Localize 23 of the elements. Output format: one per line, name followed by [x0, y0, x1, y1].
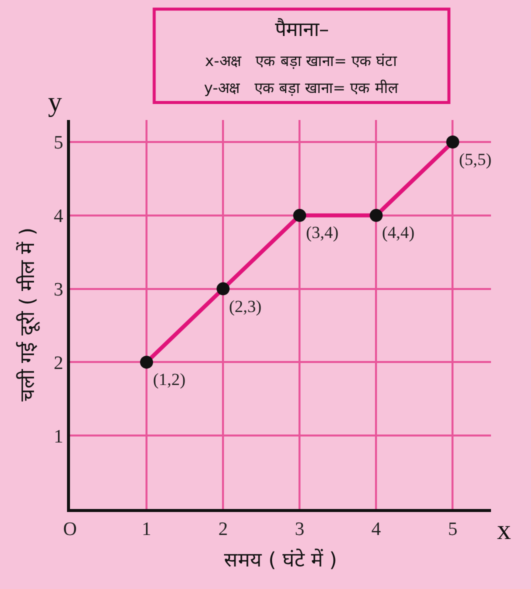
- annotation: (1,2): [153, 370, 186, 389]
- x-tick-label: 1: [142, 518, 152, 540]
- text: y: [48, 87, 62, 118]
- y-axis-title: चली गई दूरी ( मील में ): [15, 228, 40, 402]
- y-tick-label: 1: [54, 426, 64, 448]
- y-tick-label: 4: [54, 206, 64, 228]
- x-tick-label: 5: [448, 518, 458, 540]
- y-tick-label: 5: [54, 132, 64, 154]
- text: x: [497, 515, 511, 546]
- text: x-अक्ष एक बड़ा खाना= एक घंटा: [205, 52, 398, 70]
- y-tick-label: 2: [54, 352, 64, 374]
- text: पैमाना–: [275, 17, 329, 41]
- annotation: (4,4): [382, 223, 415, 242]
- text: y-अक्ष एक बड़ा खाना= एक मील: [204, 79, 399, 97]
- x-tick-label: 3: [294, 518, 304, 540]
- annotation: (5,5): [459, 150, 492, 169]
- annotation: (3,4): [306, 223, 339, 242]
- x-axis-title: समय ( घंटे में ): [224, 547, 338, 572]
- x-tick-label: 2: [218, 518, 228, 540]
- x-tick-label: 4: [371, 518, 382, 540]
- annotation: (2,3): [229, 297, 262, 316]
- x-tick-label: O: [63, 518, 77, 540]
- y-tick-label: 3: [54, 279, 64, 300]
